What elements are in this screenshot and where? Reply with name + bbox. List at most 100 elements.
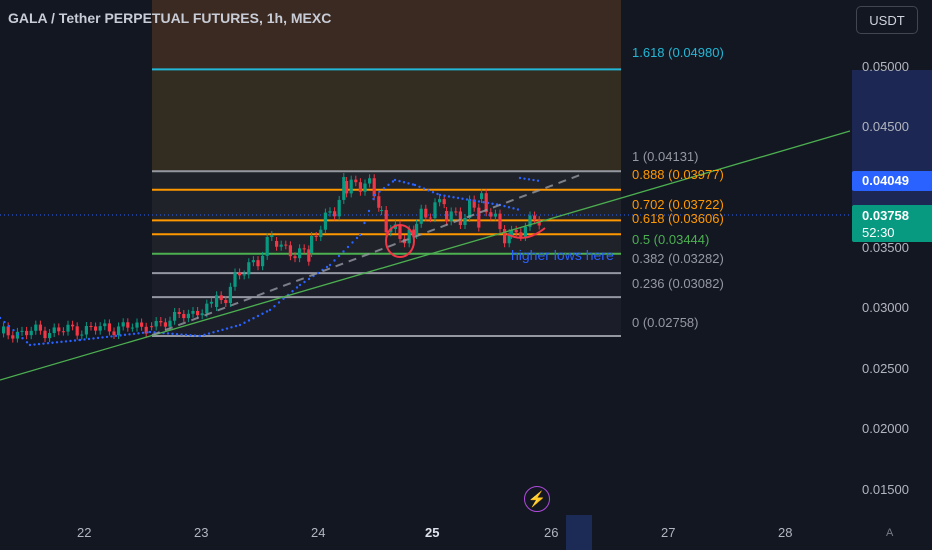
price-label: 0.01500 bbox=[862, 482, 909, 497]
candle-body bbox=[302, 248, 306, 250]
indicator-dot bbox=[216, 329, 220, 333]
indicator-dot bbox=[391, 180, 395, 183]
candle-body bbox=[503, 229, 507, 244]
price-label: 0.05000 bbox=[862, 59, 909, 74]
fib-label-0888: 0.888 (0.03977) bbox=[632, 167, 724, 182]
candle-body bbox=[224, 299, 228, 304]
indicator-dot bbox=[337, 254, 341, 258]
indicator-dot bbox=[234, 324, 238, 328]
indicator-dot bbox=[96, 336, 100, 340]
currency-button[interactable]: USDT bbox=[856, 6, 918, 34]
candle-body bbox=[477, 207, 481, 228]
candle-body bbox=[345, 181, 349, 194]
indicator-dot bbox=[411, 183, 415, 186]
indicator-dot bbox=[33, 343, 36, 346]
candle-body bbox=[342, 176, 346, 200]
candle-body bbox=[80, 334, 84, 336]
candle-body bbox=[191, 310, 195, 314]
candle-body bbox=[458, 211, 462, 226]
indicator-dot bbox=[422, 187, 426, 190]
indicator-dot bbox=[180, 333, 183, 336]
indicator-dot bbox=[148, 330, 152, 334]
indicator-dot bbox=[42, 342, 45, 345]
indicator-dot bbox=[303, 280, 306, 284]
indicator-dot bbox=[243, 321, 246, 324]
indicator-dot bbox=[295, 286, 299, 289]
candle-body bbox=[177, 312, 181, 315]
fib-label-1618: 1.618 (0.04980) bbox=[632, 45, 724, 60]
candle-body bbox=[372, 178, 376, 197]
indicator-dot bbox=[363, 221, 366, 225]
candle-body bbox=[493, 213, 497, 217]
indicator-dot bbox=[418, 185, 421, 188]
indicator-dot bbox=[512, 207, 515, 210]
indicator-dot bbox=[333, 259, 336, 262]
candle-body bbox=[510, 229, 514, 235]
indicator-dot bbox=[438, 193, 442, 197]
higher-lows-annotation[interactable]: higher lows here bbox=[511, 247, 614, 263]
candle-body bbox=[368, 178, 372, 184]
candle-body bbox=[209, 301, 213, 304]
highlight-arc bbox=[506, 227, 546, 239]
indicator-dot bbox=[372, 197, 375, 201]
candle-body bbox=[307, 249, 311, 262]
candle-body bbox=[29, 330, 33, 336]
indicator-dot bbox=[316, 271, 320, 275]
indicator-dot bbox=[465, 198, 469, 201]
candle-body bbox=[468, 199, 472, 218]
indicator-dot bbox=[518, 176, 522, 180]
candle-body bbox=[384, 210, 388, 233]
indicator-dot bbox=[193, 334, 197, 337]
indicator-dot bbox=[128, 333, 131, 336]
candle-body bbox=[112, 331, 116, 336]
candle-body bbox=[135, 322, 139, 328]
fib-label-0236: 0.236 (0.03082) bbox=[632, 276, 724, 291]
candle-body bbox=[150, 326, 154, 328]
candle-body bbox=[265, 236, 269, 256]
candle-body bbox=[84, 326, 88, 335]
indicator-dot bbox=[503, 204, 506, 208]
candle-body bbox=[293, 256, 297, 259]
indicator-dot bbox=[307, 277, 311, 281]
indicator-dot bbox=[123, 333, 127, 337]
fib-zone-1618 bbox=[152, 69, 621, 172]
indicator-dot bbox=[482, 201, 485, 204]
indicator-dot bbox=[367, 209, 371, 213]
candle-body bbox=[270, 235, 274, 237]
indicator-dot bbox=[212, 331, 215, 334]
indicator-dot bbox=[73, 339, 77, 342]
indicator-dot bbox=[507, 206, 511, 209]
indicator-dot bbox=[407, 182, 410, 185]
fib-label-1: 1 (0.04131) bbox=[632, 149, 699, 164]
indicator-dot bbox=[413, 183, 417, 187]
candle-body bbox=[20, 330, 24, 332]
candle-body bbox=[6, 326, 10, 336]
price-label: 0.02000 bbox=[862, 421, 909, 436]
indicator-dot bbox=[516, 208, 520, 211]
indicator-dot bbox=[402, 181, 406, 184]
lightning-icon[interactable]: ⚡ bbox=[524, 486, 550, 512]
auto-scale-button[interactable]: A bbox=[886, 527, 894, 539]
time-label: 27 bbox=[661, 525, 676, 540]
candle-body bbox=[537, 220, 541, 226]
candle-body bbox=[11, 335, 15, 339]
indicator-dot bbox=[256, 314, 260, 318]
indicator-dot bbox=[298, 283, 302, 287]
candle-body bbox=[130, 327, 134, 329]
indicator-dot bbox=[203, 333, 206, 336]
candle-body bbox=[358, 182, 362, 192]
fib-label-0702: 0.702 (0.03722) bbox=[632, 197, 724, 212]
indicator-dot bbox=[325, 265, 329, 269]
candle-body bbox=[144, 326, 148, 334]
candle-body bbox=[126, 322, 130, 328]
candle-body bbox=[196, 310, 200, 316]
highlight-circle bbox=[385, 224, 415, 258]
candle-body bbox=[233, 272, 237, 287]
indicator-dot bbox=[452, 196, 455, 199]
candle-body bbox=[438, 199, 442, 203]
indicator-dot bbox=[491, 202, 494, 205]
indicator-dot bbox=[171, 332, 174, 335]
candle-body bbox=[498, 213, 502, 230]
candle-body bbox=[284, 244, 288, 246]
